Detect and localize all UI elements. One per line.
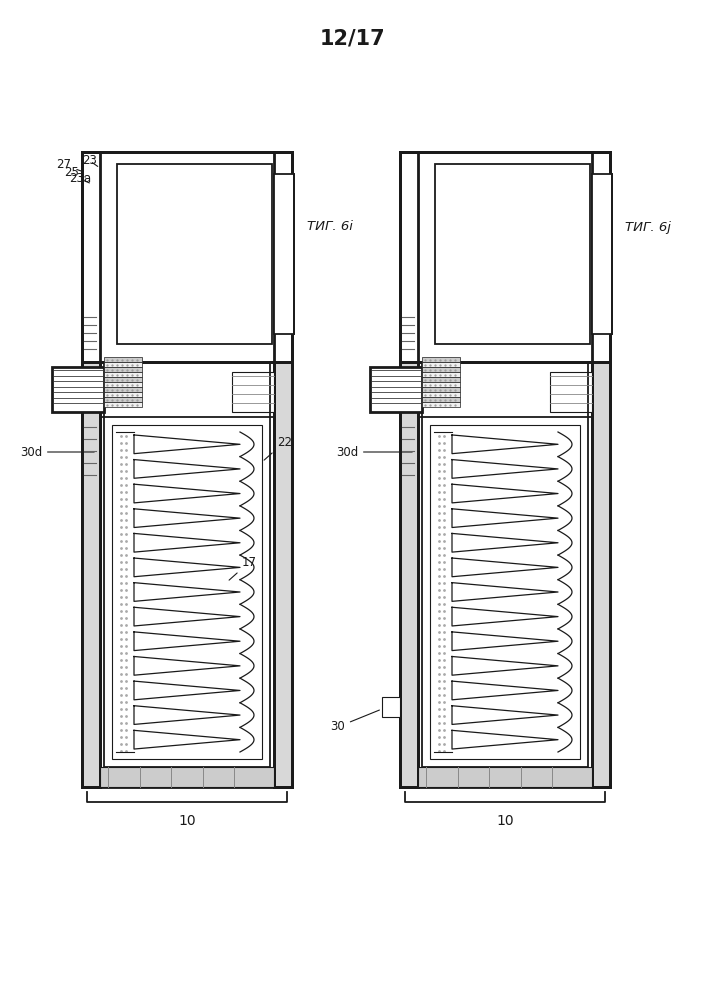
Text: 25: 25: [64, 166, 85, 179]
Bar: [52, 367, 104, 412]
Bar: [104, 357, 142, 362]
Bar: [104, 382, 142, 387]
Bar: [430, 425, 580, 759]
Bar: [232, 372, 274, 412]
Text: 12: 12: [174, 174, 197, 199]
Bar: [104, 367, 142, 372]
Bar: [82, 152, 292, 362]
Polygon shape: [134, 607, 240, 626]
Bar: [82, 152, 100, 787]
Text: 30d: 30d: [336, 446, 412, 459]
Bar: [104, 372, 142, 377]
Polygon shape: [134, 582, 240, 601]
Polygon shape: [452, 460, 558, 479]
Bar: [274, 152, 292, 787]
Polygon shape: [452, 730, 558, 749]
Polygon shape: [452, 705, 558, 724]
Bar: [82, 152, 292, 787]
Bar: [400, 152, 610, 362]
Polygon shape: [134, 632, 240, 650]
Polygon shape: [452, 435, 558, 454]
Polygon shape: [452, 533, 558, 552]
Text: 10: 10: [178, 814, 196, 828]
Bar: [550, 372, 592, 412]
Bar: [418, 767, 592, 787]
Polygon shape: [134, 656, 240, 675]
Polygon shape: [134, 435, 240, 454]
Bar: [422, 402, 460, 407]
Text: 17: 17: [229, 555, 257, 580]
Polygon shape: [452, 632, 558, 650]
Bar: [422, 417, 588, 767]
Text: 30d: 30d: [20, 446, 94, 459]
Bar: [104, 417, 270, 767]
Text: 27: 27: [56, 159, 81, 172]
Text: 22: 22: [264, 436, 292, 461]
Bar: [422, 372, 460, 377]
Bar: [82, 152, 100, 787]
Bar: [400, 152, 610, 362]
Polygon shape: [452, 607, 558, 626]
Polygon shape: [452, 681, 558, 700]
Bar: [592, 152, 610, 787]
Bar: [104, 392, 142, 397]
Polygon shape: [134, 508, 240, 527]
Bar: [104, 397, 142, 402]
Bar: [82, 152, 292, 362]
Text: ΤИГ. 6j: ΤИГ. 6j: [625, 221, 671, 234]
Polygon shape: [134, 558, 240, 576]
Polygon shape: [452, 582, 558, 601]
Bar: [100, 767, 274, 787]
Polygon shape: [134, 705, 240, 724]
Bar: [422, 362, 460, 367]
Bar: [422, 377, 460, 382]
Bar: [274, 152, 292, 787]
Bar: [422, 382, 460, 387]
Bar: [382, 697, 400, 717]
Bar: [274, 174, 294, 334]
Bar: [112, 425, 262, 759]
Bar: [422, 367, 460, 372]
Text: ΤИГ. 6i: ΤИГ. 6i: [307, 221, 353, 234]
Bar: [422, 357, 460, 362]
Bar: [400, 152, 418, 787]
Text: 23a: 23a: [69, 173, 91, 186]
Bar: [422, 387, 460, 392]
Bar: [104, 362, 142, 367]
Polygon shape: [134, 730, 240, 749]
Text: 30: 30: [330, 710, 379, 733]
Polygon shape: [452, 558, 558, 576]
Bar: [422, 392, 460, 397]
Polygon shape: [134, 485, 240, 502]
Bar: [400, 152, 610, 787]
Bar: [400, 152, 418, 787]
Bar: [435, 164, 590, 344]
Polygon shape: [134, 460, 240, 479]
Polygon shape: [134, 533, 240, 552]
Bar: [104, 377, 142, 382]
Text: 23: 23: [83, 155, 97, 168]
Text: 12/17: 12/17: [321, 28, 385, 48]
Polygon shape: [452, 485, 558, 502]
Bar: [370, 367, 422, 412]
Bar: [592, 174, 612, 334]
Polygon shape: [452, 508, 558, 527]
Bar: [104, 402, 142, 407]
Polygon shape: [134, 681, 240, 700]
Bar: [592, 152, 610, 787]
Bar: [422, 397, 460, 402]
Bar: [104, 387, 142, 392]
Text: 10: 10: [496, 814, 514, 828]
Bar: [117, 164, 272, 344]
Polygon shape: [452, 656, 558, 675]
